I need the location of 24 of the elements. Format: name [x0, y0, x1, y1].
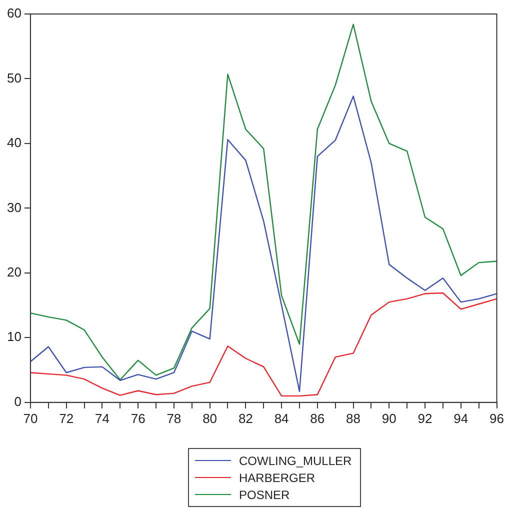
x-tick-label: 84 [274, 410, 289, 426]
x-tick-label: 96 [490, 410, 504, 426]
y-tick-label: 10 [6, 329, 22, 344]
x-tick-label: 86 [310, 410, 325, 426]
x-tick-label: 92 [418, 410, 432, 426]
x-tick-label: 70 [23, 410, 38, 426]
y-tick-label: 30 [6, 200, 22, 215]
y-tick-label: 0 [14, 394, 22, 409]
y-tick-label: 50 [6, 70, 22, 86]
legend-label: POSNER [239, 488, 290, 502]
x-tick-label: 94 [454, 410, 468, 426]
x-tick-label: 72 [59, 410, 74, 426]
y-tick-label: 40 [6, 135, 22, 150]
legend-label: COWLING_MULLER [239, 454, 352, 468]
x-tick-label: 82 [238, 410, 253, 426]
x-tick-label: 74 [94, 410, 110, 426]
x-tick-label: 76 [130, 410, 146, 426]
y-tick-label: 60 [6, 6, 22, 21]
x-tick-label: 78 [166, 410, 182, 426]
x-tick-label: 80 [202, 410, 218, 426]
x-tick-label: 88 [346, 410, 361, 426]
y-tick-label: 20 [6, 264, 22, 280]
legend-label: HARBERGER [239, 470, 316, 484]
x-tick-label: 90 [382, 410, 396, 426]
